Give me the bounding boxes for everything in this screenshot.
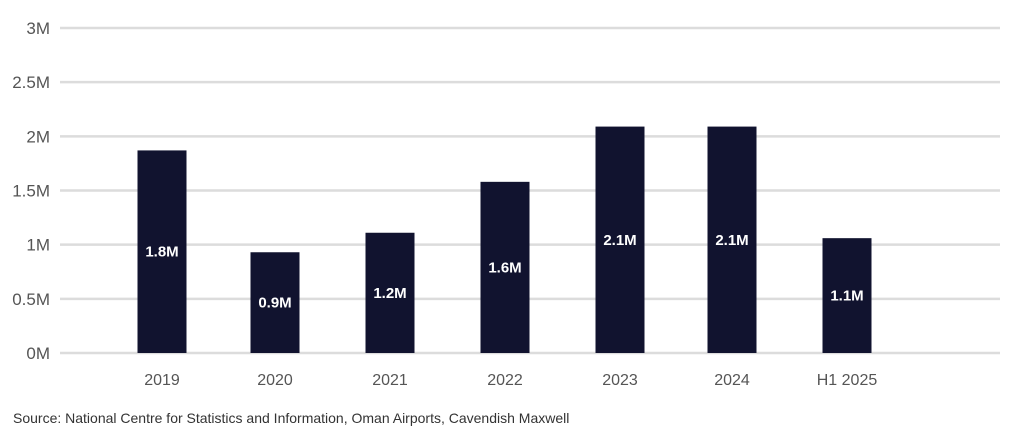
x-tick-label: 2023 <box>602 372 638 389</box>
bar <box>822 238 872 353</box>
bar <box>595 126 645 353</box>
x-tick-label: 2021 <box>372 372 408 389</box>
y-tick-label: 0M <box>26 344 50 363</box>
data-label: 0.9M <box>258 295 291 312</box>
x-tick-label: 2024 <box>714 372 750 389</box>
y-axis-ticks: 0M 0.5M 1M 1.5M 2M 2.5M 3M <box>12 19 50 363</box>
x-tick-label: 2020 <box>257 372 293 389</box>
y-tick-label: 0.5M <box>12 290 50 309</box>
bar <box>137 150 187 353</box>
data-label: 1.6M <box>488 259 521 276</box>
x-tick-label: 2019 <box>144 372 180 389</box>
y-tick-label: 1.5M <box>12 182 50 201</box>
data-label: 2.1M <box>715 232 748 249</box>
x-tick-label: H1 2025 <box>817 372 878 389</box>
gridlines <box>60 26 1000 355</box>
y-tick-label: 2M <box>26 127 50 146</box>
data-label: 2.1M <box>603 232 636 249</box>
bar <box>365 232 415 353</box>
y-tick-label: 3M <box>26 19 50 38</box>
bars: 1.8M 0.9M 1.2M 1.6M 2.1M 2.1M 1.1M <box>137 126 872 353</box>
x-tick-label: 2022 <box>487 372 523 389</box>
x-axis-ticks: 2019 2020 2021 2022 2023 2024 H1 2025 <box>144 372 877 389</box>
data-label: 1.2M <box>373 285 406 302</box>
data-label: 1.1M <box>830 288 863 305</box>
bar <box>707 126 757 353</box>
bar <box>480 181 530 353</box>
bar <box>250 252 300 353</box>
y-tick-label: 2.5M <box>12 73 50 92</box>
y-tick-label: 1M <box>26 236 50 255</box>
source-note: Source: National Centre for Statistics a… <box>13 410 570 426</box>
data-label: 1.8M <box>145 244 178 261</box>
